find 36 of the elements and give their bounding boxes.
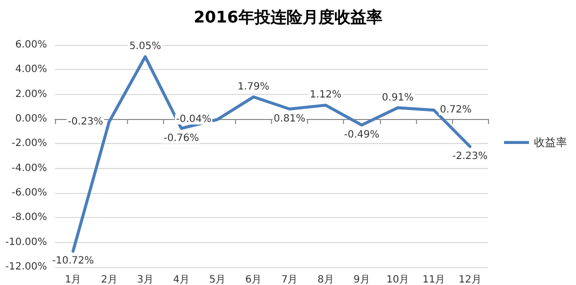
y-tick-label: 4.00% [15, 64, 47, 76]
x-tick-label: 10月 [386, 274, 410, 285]
y-tick-label: 0.00% [15, 114, 47, 124]
y-tick-label: -12.00% [5, 262, 47, 272]
x-tick-label: 8月 [317, 274, 334, 285]
y-tick-label: 6.00% [15, 40, 47, 50]
data-label: -0.23% [68, 116, 104, 128]
x-tick-label: 5月 [209, 274, 226, 285]
y-tick-label: -6.00% [12, 188, 47, 198]
data-label: -10.72% [52, 256, 94, 267]
y-tick-label: -4.00% [12, 162, 47, 174]
x-tick-label: 12月 [458, 274, 482, 285]
x-tick-label: 11月 [422, 274, 446, 285]
x-tick-label: 1月 [64, 274, 82, 285]
x-tick-label: 2月 [100, 274, 118, 285]
x-tick-label: 7月 [281, 274, 298, 285]
data-label: 0.81% [274, 114, 306, 125]
data-label: 1.79% [238, 81, 270, 92]
y-tick-label: -10.00% [5, 236, 47, 248]
data-label: -0.49% [344, 130, 380, 141]
data-label: -0.76% [164, 132, 199, 144]
data-label: 1.12% [310, 90, 342, 101]
x-tick-label: 6月 [245, 274, 262, 285]
data-label: 5.05% [129, 41, 162, 52]
data-label: -0.04% [176, 114, 212, 125]
legend-label: 收益率 [534, 136, 567, 149]
chart-title: 2016年投连险月度收益率 [194, 8, 382, 26]
data-label: -2.23% [452, 151, 488, 162]
y-tick-label: -8.00% [12, 212, 47, 224]
x-tick-label: 3月 [137, 274, 154, 285]
data-label: 0.91% [382, 92, 414, 104]
x-tick-label: 4月 [173, 274, 190, 285]
y-tick-label: 2.00% [15, 88, 47, 100]
y-tick-label: -2.00% [12, 138, 47, 150]
data-label: 0.72% [440, 104, 472, 116]
x-tick-label: 9月 [354, 274, 370, 285]
